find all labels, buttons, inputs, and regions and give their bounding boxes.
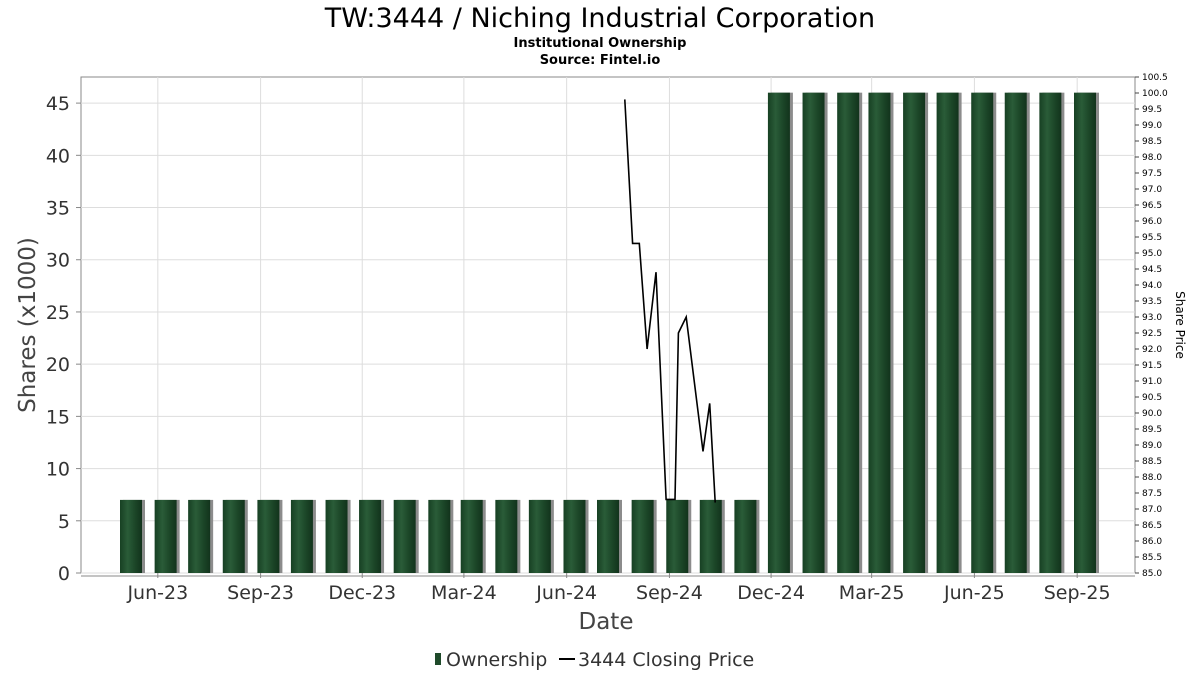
y2-tick-label: 85.5 xyxy=(1142,553,1162,563)
x-tick-label: Sep-23 xyxy=(227,582,294,604)
y-tick-label: 0 xyxy=(58,563,70,585)
ownership-bar xyxy=(188,499,211,573)
y2-tick-label: 88.0 xyxy=(1142,473,1162,483)
y2-tick-label: 98.0 xyxy=(1142,153,1162,163)
ownership-bar xyxy=(936,92,959,574)
y2-axis-ticks: 85.0 85.5 86.0 86.5 87.0 87.5 88.0 88.5 89.0 89.5… xyxy=(1135,73,1168,579)
ownership-bar xyxy=(257,499,280,573)
y2-tick-label: 99.0 xyxy=(1142,121,1162,131)
ownership-bar xyxy=(393,499,416,573)
x-tick-label: Sep-24 xyxy=(636,582,703,604)
legend: Ownership 3444 Closing Price xyxy=(435,649,754,671)
y2-tick-label: 94.5 xyxy=(1142,265,1162,275)
chart-source: Source: Fintel.io xyxy=(540,53,661,68)
ownership-bars xyxy=(120,92,1099,574)
y2-tick-label: 97.5 xyxy=(1142,169,1162,179)
x-tick-label: Mar-24 xyxy=(431,582,497,604)
ownership-bar xyxy=(837,92,860,574)
legend-price-label: 3444 Closing Price xyxy=(578,649,754,671)
y2-tick-label: 100.0 xyxy=(1142,89,1168,99)
ownership-bar xyxy=(290,499,313,573)
y2-tick-label: 93.5 xyxy=(1142,297,1162,307)
y-tick-label: 45 xyxy=(46,93,70,115)
y2-tick-label: 86.0 xyxy=(1142,537,1162,547)
y2-tick-label: 97.0 xyxy=(1142,185,1162,195)
x-axis-ticks: Jun-23 Sep-23 Dec-23 Mar-24 Jun-24 Sep-24 Dec-… xyxy=(81,573,1135,604)
ownership-bar xyxy=(868,92,891,574)
ownership-bar xyxy=(802,92,825,574)
ownership-bar xyxy=(734,499,757,573)
y2-tick-label: 89.0 xyxy=(1142,441,1162,451)
y2-tick-label: 89.5 xyxy=(1142,425,1162,435)
y-axis-label: Shares (x1000) xyxy=(15,237,41,413)
y-tick-label: 25 xyxy=(46,302,70,324)
y2-axis-label: Share Price xyxy=(1173,291,1187,359)
ownership-bar xyxy=(666,499,689,573)
ownership-bar xyxy=(359,499,382,573)
y-tick-label: 10 xyxy=(46,459,70,481)
ownership-bar xyxy=(120,499,142,573)
y2-tick-label: 85.0 xyxy=(1142,569,1162,579)
ownership-bar xyxy=(563,499,586,573)
y-tick-label: 40 xyxy=(46,145,70,167)
ownership-bar xyxy=(495,499,518,573)
y2-tick-label: 86.5 xyxy=(1142,521,1162,531)
ownership-bar xyxy=(325,499,348,573)
ownership-bar xyxy=(528,499,551,573)
price-line xyxy=(624,99,716,503)
x-tick-label: Dec-23 xyxy=(328,582,396,604)
ownership-bar xyxy=(1004,92,1027,574)
y2-tick-label: 93.0 xyxy=(1142,313,1162,323)
y2-tick-label: 95.0 xyxy=(1142,249,1162,259)
x-tick-label: Dec-24 xyxy=(737,582,805,604)
x-tick-label: Mar-25 xyxy=(839,582,905,604)
chart-title: TW:3444 / Niching Industrial Corporation xyxy=(324,3,875,34)
y-tick-label: 30 xyxy=(46,250,70,272)
x-tick-label: Jun-24 xyxy=(535,582,597,604)
ownership-bar xyxy=(222,499,245,573)
y2-tick-label: 87.0 xyxy=(1142,505,1162,515)
y-tick-label: 15 xyxy=(46,406,70,428)
y2-tick-label: 90.5 xyxy=(1142,393,1162,403)
ownership-bar xyxy=(460,499,483,573)
y2-tick-label: 92.0 xyxy=(1142,345,1162,355)
ownership-bar xyxy=(971,92,994,574)
ownership-bar xyxy=(903,92,926,574)
ownership-bar xyxy=(699,499,722,573)
y2-tick-label: 96.0 xyxy=(1142,217,1162,227)
legend-ownership-swatch xyxy=(435,653,441,665)
ownership-bar xyxy=(1074,92,1096,574)
y2-tick-label: 99.5 xyxy=(1142,105,1162,115)
y2-tick-label: 96.5 xyxy=(1142,201,1162,211)
ownership-bar xyxy=(428,499,451,573)
y2-tick-label: 91.5 xyxy=(1142,361,1162,371)
x-axis-label: Date xyxy=(579,609,634,635)
ownership-bar xyxy=(597,499,619,573)
y2-tick-label: 91.0 xyxy=(1142,377,1162,387)
y2-tick-label: 88.5 xyxy=(1142,457,1162,467)
ownership-bar xyxy=(631,499,654,573)
y2-tick-label: 100.5 xyxy=(1142,73,1168,83)
legend-ownership-label: Ownership xyxy=(446,649,547,671)
y-axis-ticks: 0 5 10 15 20 25 30 35 40 45 xyxy=(46,93,81,585)
ownership-bar xyxy=(767,92,790,574)
y2-tick-label: 98.5 xyxy=(1142,137,1162,147)
y-tick-label: 5 xyxy=(58,511,70,533)
ownership-bar xyxy=(1039,92,1062,574)
y2-tick-label: 92.5 xyxy=(1142,329,1162,339)
y-tick-label: 20 xyxy=(46,354,70,376)
y2-tick-label: 94.0 xyxy=(1142,281,1162,291)
price-line-group xyxy=(624,99,716,503)
y2-tick-label: 87.5 xyxy=(1142,489,1162,499)
y2-tick-label: 90.0 xyxy=(1142,409,1162,419)
chart-subtitle: Institutional Ownership xyxy=(514,36,687,51)
y2-tick-label: 95.5 xyxy=(1142,233,1162,243)
x-tick-label: Sep-25 xyxy=(1044,582,1111,604)
x-tick-label: Jun-23 xyxy=(126,582,188,604)
y-tick-label: 35 xyxy=(46,198,70,220)
x-tick-label: Jun-25 xyxy=(943,582,1005,604)
ownership-bar xyxy=(154,499,177,573)
